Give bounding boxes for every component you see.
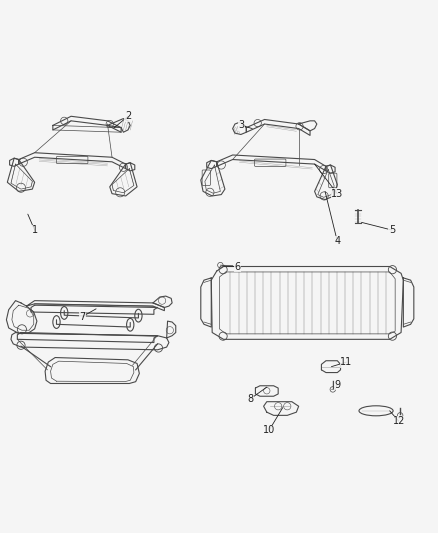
- Text: 8: 8: [248, 393, 254, 403]
- Text: 12: 12: [392, 416, 405, 426]
- Text: 13: 13: [331, 189, 343, 199]
- Text: 2: 2: [125, 111, 131, 122]
- Text: 9: 9: [334, 380, 340, 390]
- Text: 5: 5: [389, 225, 395, 235]
- Text: 1: 1: [32, 225, 38, 235]
- Text: 7: 7: [79, 312, 85, 321]
- Text: 10: 10: [263, 425, 275, 435]
- Text: 3: 3: [239, 120, 245, 131]
- Text: 6: 6: [234, 262, 240, 271]
- Text: 4: 4: [334, 237, 340, 246]
- Text: 11: 11: [340, 357, 353, 367]
